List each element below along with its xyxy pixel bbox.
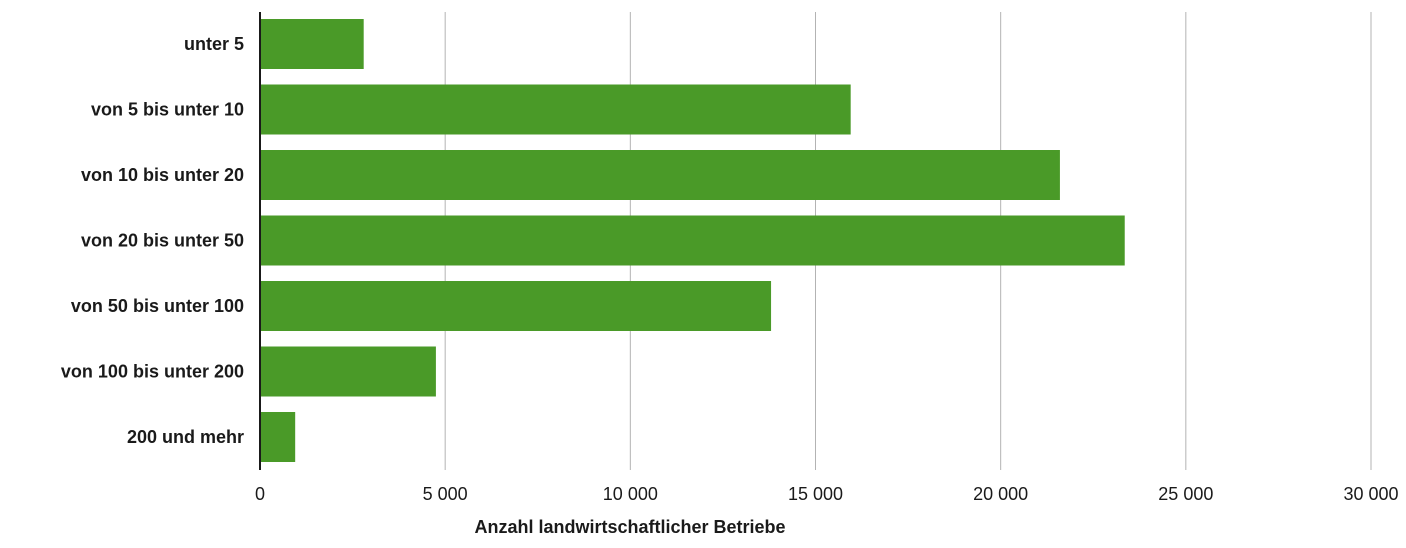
bar [260,346,436,397]
bar [260,19,364,69]
bars [260,19,1125,462]
x-tick-label: 15 000 [788,484,843,504]
x-tick-label: 20 000 [973,484,1028,504]
x-tick-label: 0 [255,484,265,504]
category-labels: unter 5 von 5 bis unter 10 von 10 bis unte… [61,34,244,447]
x-tick-labels: 0 5 000 10 000 15 000 20 000 25 000 30 000 [255,484,1399,504]
bar [260,150,1060,200]
x-tick-label: 30 000 [1343,484,1398,504]
bar [260,412,296,462]
category-label: 200 und mehr [127,427,244,447]
category-label: von 5 bis unter 10 [91,100,244,120]
category-label: von 100 bis unter 200 [61,362,244,382]
bar [260,281,772,331]
bar [260,84,851,135]
category-label: von 10 bis unter 20 [81,165,244,185]
x-tick-label: 10 000 [603,484,658,504]
x-tick-label: 5 000 [423,484,468,504]
x-axis-title: Anzahl landwirtschaftlicher Betriebe [474,517,785,537]
category-label: unter 5 [184,34,244,54]
bar [260,215,1125,266]
x-tick-label: 25 000 [1158,484,1213,504]
category-label: von 20 bis unter 50 [81,231,244,251]
category-label: von 50 bis unter 100 [71,296,244,316]
